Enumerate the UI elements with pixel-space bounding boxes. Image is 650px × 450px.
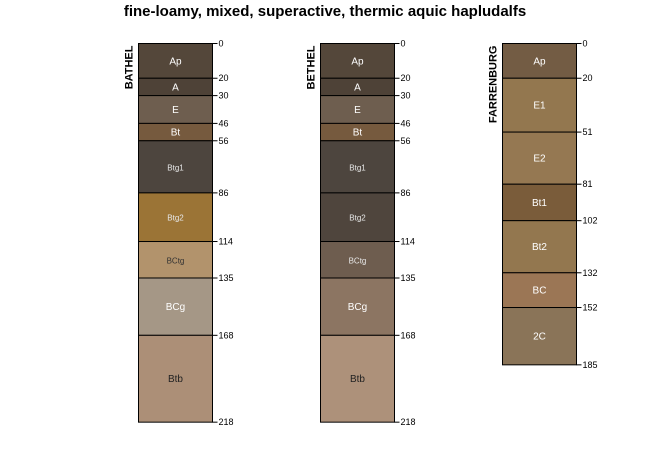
horizon-label: BC [533, 286, 547, 297]
horizon-block [320, 140, 395, 194]
horizon-block [502, 183, 577, 222]
depth-label: 20 [219, 73, 229, 83]
depth-label: 102 [583, 216, 598, 226]
depth-label: 20 [401, 73, 411, 83]
horizon-label: BCtg [167, 256, 185, 265]
horizon-label: Btg1 [349, 163, 366, 172]
soil-profile: Ap E1 E2 Bt1 Bt2 BC 2C 0 20 51 81 102 132 152 185 FARRE… [488, 39, 598, 370]
horizon-label: Bt2 [532, 242, 547, 253]
horizon-block [502, 220, 577, 274]
horizon-block [320, 241, 395, 279]
depth-label: 135 [219, 273, 234, 283]
depth-label: 152 [583, 303, 598, 313]
depth-label: 0 [401, 39, 406, 49]
horizon-label: BCg [166, 302, 185, 313]
depth-label: 0 [219, 39, 224, 49]
depth-label: 185 [583, 360, 598, 370]
soil-profile: Ap A E Bt Btg1 Btg2 BCtg BCg Btb 0 20 30 46 56 86 114 13… [306, 39, 416, 428]
horizon-label: Btg2 [349, 214, 366, 223]
horizon-block [502, 272, 577, 309]
horizon-label: E2 [533, 154, 546, 165]
depth-label: 168 [219, 330, 234, 340]
horizon-label: Btb [168, 374, 183, 385]
horizon-label: A [172, 82, 179, 93]
horizon-label: E1 [533, 101, 546, 112]
horizon-block [138, 140, 213, 194]
soil-profile: Ap A E Bt Btg1 Btg2 BCtg BCg Btb 0 20 30 46 56 86 114 13… [124, 39, 234, 428]
depth-label: 56 [219, 136, 229, 146]
horizon-label: Btg1 [167, 163, 184, 172]
depth-label: 218 [219, 417, 234, 427]
depth-label: 168 [401, 330, 416, 340]
horizon-label: Ap [533, 56, 546, 67]
horizon-block [138, 334, 213, 423]
depth-label: 30 [219, 91, 229, 101]
horizon-block [138, 95, 213, 124]
depth-label: 20 [583, 73, 593, 83]
depth-label: 0 [583, 39, 588, 49]
horizon-label: BCtg [349, 256, 367, 265]
depth-label: 81 [583, 179, 593, 189]
profile-name: BETHEL [306, 45, 318, 89]
depth-label: 135 [401, 273, 416, 283]
horizon-label: 2C [533, 332, 546, 343]
horizon-block [502, 307, 577, 366]
depth-label: 30 [401, 91, 411, 101]
horizon-block [502, 131, 577, 185]
horizon-block [320, 334, 395, 423]
depth-label: 114 [219, 237, 233, 247]
horizon-label: Btb [350, 374, 365, 385]
depth-label: 86 [401, 188, 411, 198]
depth-label: 56 [401, 136, 411, 146]
depth-label: 114 [401, 237, 415, 247]
depth-label: 46 [219, 118, 229, 128]
depth-label: 218 [401, 417, 416, 427]
horizon-label: E [354, 105, 361, 116]
horizon-label: BCg [348, 302, 367, 313]
horizon-label: A [354, 82, 361, 93]
horizon-block [138, 43, 213, 79]
horizon-block [138, 241, 213, 279]
horizon-label: Btg2 [167, 214, 184, 223]
profile-name: FARRENBURG [488, 46, 500, 124]
horizon-label: Bt [171, 128, 181, 139]
depth-label: 51 [583, 127, 593, 137]
horizon-label: Bt1 [532, 198, 547, 209]
horizon-block [502, 43, 577, 79]
horizon-label: Ap [169, 56, 182, 67]
depth-label: 86 [219, 188, 229, 198]
horizon-block [138, 192, 213, 243]
figure-title: fine-loamy, mixed, superactive, thermic … [123, 3, 527, 20]
depth-label: 46 [401, 118, 411, 128]
depth-label: 132 [583, 268, 598, 278]
profile-name: BATHEL [124, 45, 136, 89]
horizon-label: Ap [351, 56, 364, 67]
horizon-block [320, 277, 395, 336]
horizon-label: E [172, 105, 179, 116]
horizon-label: Bt [353, 128, 363, 139]
horizon-block [320, 192, 395, 243]
